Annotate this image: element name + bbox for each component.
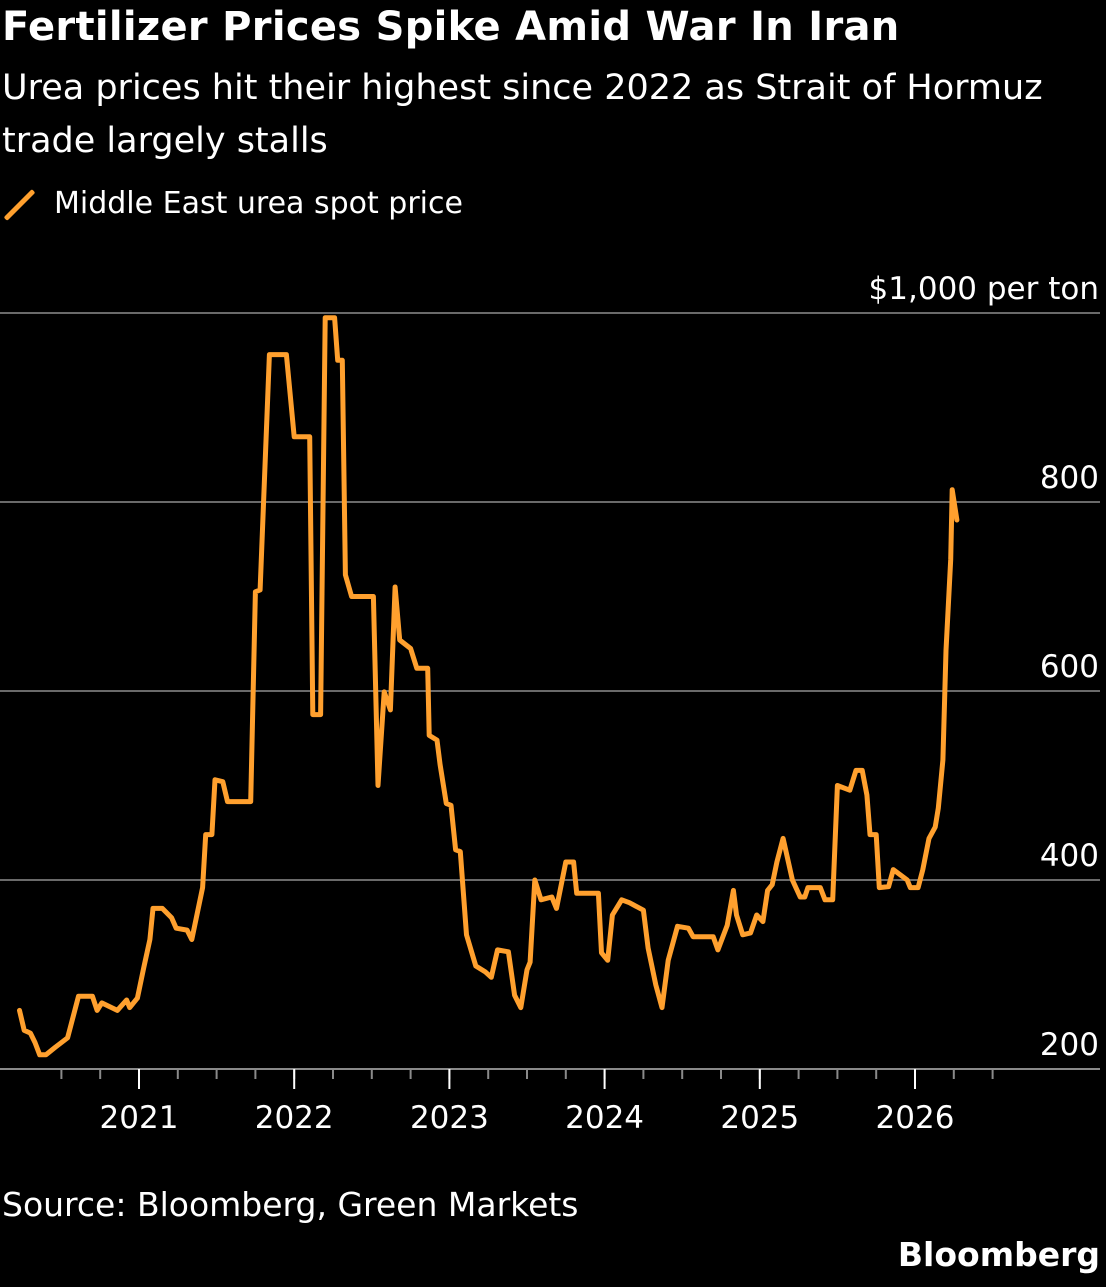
legend: Middle East urea spot price xyxy=(2,186,463,221)
y-tick-label: $1,000 per ton xyxy=(869,271,1099,307)
x-tick-label: 2026 xyxy=(876,1100,955,1136)
x-tick-label: 2021 xyxy=(100,1100,179,1136)
x-tick-label: 2025 xyxy=(720,1100,799,1136)
chart-title: Fertilizer Prices Spike Amid War In Iran xyxy=(2,4,900,50)
y-tick-label: 800 xyxy=(1040,460,1099,496)
chart-subtitle: Urea prices hit their highest since 2022… xyxy=(2,68,1043,161)
x-tick-label: 2023 xyxy=(410,1100,489,1136)
y-tick-label: 200 xyxy=(1040,1027,1099,1063)
source-note: Source: Bloomberg, Green Markets xyxy=(2,1185,579,1224)
series-line-urea-price xyxy=(17,315,960,1058)
y-tick-label: 400 xyxy=(1040,838,1099,874)
y-tick-label: 600 xyxy=(1040,649,1099,685)
bloomberg-logo: Bloomberg xyxy=(897,1235,1100,1274)
x-tick-label: 2022 xyxy=(255,1100,334,1136)
x-tick-label: 2024 xyxy=(565,1100,644,1136)
legend-label: Middle East urea spot price xyxy=(54,186,463,221)
